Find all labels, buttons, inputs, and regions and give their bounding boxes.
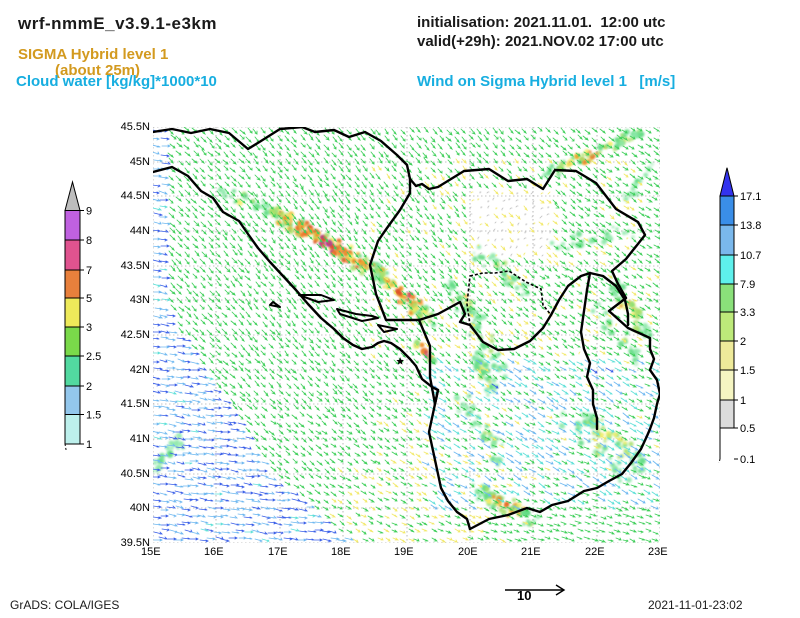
svg-text:1.5: 1.5	[86, 410, 101, 422]
svg-text:17.1: 17.1	[740, 191, 761, 203]
svg-text:9: 9	[86, 206, 92, 218]
svg-text:1.5: 1.5	[740, 365, 755, 377]
svg-text:0.1: 0.1	[740, 454, 755, 463]
svg-text:0.5: 0.5	[740, 423, 755, 435]
svg-text:7: 7	[86, 265, 92, 277]
svg-text:13.8: 13.8	[740, 220, 761, 232]
svg-text:2.5: 2.5	[86, 351, 101, 363]
svg-text:1: 1	[86, 439, 92, 450]
svg-text:1: 1	[740, 395, 746, 407]
svg-text:3: 3	[86, 322, 92, 334]
svg-text:2: 2	[86, 381, 92, 393]
svg-text:7.9: 7.9	[740, 279, 755, 291]
svg-text:8: 8	[86, 235, 92, 247]
svg-text:10.7: 10.7	[740, 250, 761, 262]
svg-text:3.3: 3.3	[740, 307, 755, 319]
svg-text:2: 2	[740, 336, 746, 348]
svg-text:5: 5	[86, 293, 92, 305]
